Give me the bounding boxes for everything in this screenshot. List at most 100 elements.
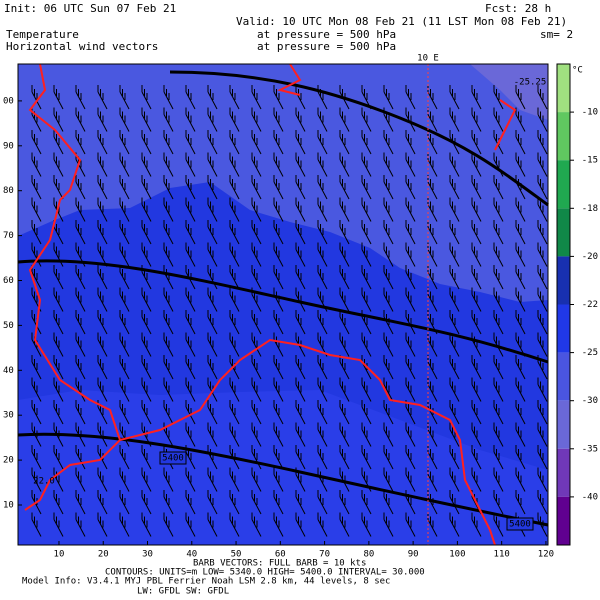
wind-barb [229, 467, 240, 492]
wind-barb [273, 197, 284, 222]
wind-barb [75, 512, 86, 537]
wind-barb [53, 332, 64, 357]
wind-barb [537, 85, 548, 110]
wind-barb [251, 400, 262, 425]
colorbar-swatch [557, 64, 570, 113]
wind-barb [361, 377, 372, 402]
wind-barb [383, 242, 394, 267]
wind-barb [185, 377, 196, 402]
wind-barb [295, 445, 306, 470]
wind-barb [383, 265, 394, 290]
wind-barb [339, 310, 350, 335]
contour-label: 5400 [509, 520, 531, 530]
wind-barb [493, 85, 504, 110]
wind-barb [515, 445, 526, 470]
wind-barb [185, 220, 196, 245]
x-tick-label: 90 [408, 550, 419, 560]
y-tick-label: 60 [3, 276, 14, 286]
wind-barb [537, 220, 548, 245]
wind-barb [361, 152, 372, 177]
wind-barb [339, 242, 350, 267]
coastlines [24, 63, 517, 546]
wind-barb [207, 265, 218, 290]
wind-barb [515, 152, 526, 177]
wind-barb [207, 130, 218, 155]
wind-barb [251, 152, 262, 177]
wind-barb [383, 377, 394, 402]
wind-barb [383, 310, 394, 335]
wind-barb [207, 175, 218, 200]
wind-barb [229, 332, 240, 357]
wind-barb [361, 85, 372, 110]
wind-barb [119, 355, 130, 380]
wind-barb [229, 265, 240, 290]
wind-barb [537, 175, 548, 200]
wind-barb [405, 332, 416, 357]
x-tick-label: 10 [54, 550, 65, 560]
wind-barb [295, 332, 306, 357]
wind-barb [361, 400, 372, 425]
colorbar-label: -10 [582, 108, 598, 118]
wind-barb [383, 287, 394, 312]
wind-barb [185, 467, 196, 492]
wind-barb [75, 265, 86, 290]
wind-barb [339, 197, 350, 222]
wind-barb [405, 422, 416, 447]
wind-barb [295, 242, 306, 267]
wind-barb [141, 422, 152, 447]
y-tick-label: 40 [3, 366, 14, 376]
wind-barb [207, 287, 218, 312]
wind-barb [471, 265, 482, 290]
wind-barb [405, 512, 416, 537]
contour-label: -25.25 [514, 78, 547, 88]
wind-barb [493, 490, 504, 515]
colorbar-swatch [557, 208, 570, 257]
wind-barb [493, 287, 504, 312]
coastline [277, 63, 302, 96]
wind-barb [317, 220, 328, 245]
y-tick-label: 70 [3, 231, 14, 241]
wind-barb [471, 197, 482, 222]
wind-barb [141, 490, 152, 515]
wind-barb [75, 242, 86, 267]
wind-barb [537, 197, 548, 222]
wind-barb [163, 490, 174, 515]
wind-barb [471, 220, 482, 245]
wind-barb [449, 422, 460, 447]
wind-barb [185, 152, 196, 177]
wind-barb [163, 287, 174, 312]
wind-barb [361, 355, 372, 380]
wind-barb [97, 467, 108, 492]
wind-barb [53, 265, 64, 290]
x-tick-label: 120 [538, 550, 554, 560]
wind-barb [339, 355, 350, 380]
wind-barb [119, 220, 130, 245]
wind-barb [273, 130, 284, 155]
smoothing: sm= 2 [540, 28, 573, 41]
wind-barb [185, 490, 196, 515]
wind-barb [185, 175, 196, 200]
wind-barb [141, 355, 152, 380]
wind-barb [53, 85, 64, 110]
wind-barb [141, 377, 152, 402]
wind-barb [31, 355, 42, 380]
wind-barb [229, 287, 240, 312]
wind-barb [31, 445, 42, 470]
y-tick-label: 80 [3, 186, 14, 196]
wind-barb [75, 332, 86, 357]
wind-barb [339, 512, 350, 537]
wind-barb [31, 175, 42, 200]
wind-barb [163, 422, 174, 447]
wind-barb [207, 445, 218, 470]
wind-barb [339, 287, 350, 312]
colorbar-swatch [557, 160, 570, 209]
wind-barb [75, 355, 86, 380]
wind-barb [185, 197, 196, 222]
colorbar-label: -20 [582, 252, 598, 262]
wind-barb [493, 512, 504, 537]
wind-barb [119, 265, 130, 290]
wind-barb [449, 242, 460, 267]
wind-barb [361, 130, 372, 155]
wind-barb [185, 512, 196, 537]
wind-barb [119, 175, 130, 200]
